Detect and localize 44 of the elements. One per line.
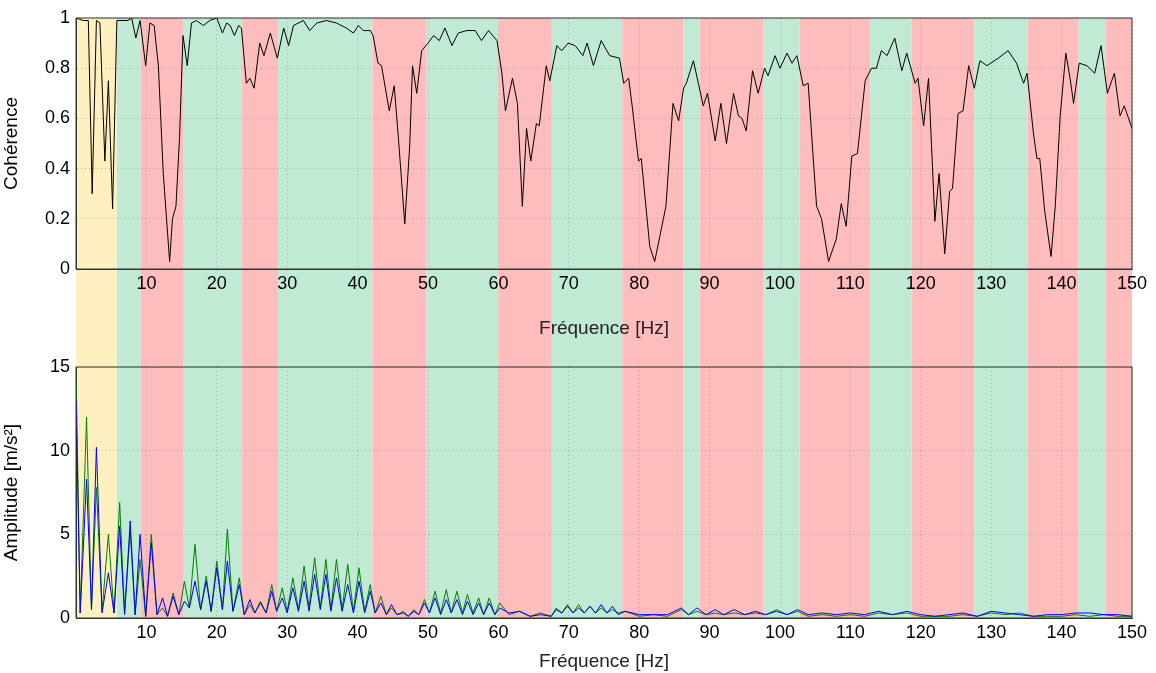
x-tick-label: 30 bbox=[277, 272, 298, 293]
y-tick-label: 15 bbox=[49, 355, 70, 376]
y-tick-label: 0.4 bbox=[44, 157, 70, 178]
x-tick-label: 140 bbox=[1046, 272, 1077, 293]
x-tick-label: 150 bbox=[1116, 272, 1148, 293]
y-tick-label: 5 bbox=[59, 523, 70, 544]
x-axis-title: Fréquence [Hz] bbox=[539, 649, 669, 671]
x-tick-label: 20 bbox=[206, 272, 227, 293]
x-tick-label: 40 bbox=[347, 621, 368, 642]
y-tick-label: 10 bbox=[49, 439, 70, 460]
x-tick-label: 100 bbox=[764, 621, 796, 642]
x-tick-label: 10 bbox=[136, 272, 157, 293]
x-tick-label: 20 bbox=[206, 621, 227, 642]
y-tick-label: 0.6 bbox=[44, 107, 70, 128]
x-tick-label: 130 bbox=[976, 272, 1007, 293]
x-tick-label: 90 bbox=[699, 621, 720, 642]
x-tick-label: 120 bbox=[905, 621, 936, 642]
x-tick-label: 70 bbox=[558, 621, 579, 642]
x-tick-label: 100 bbox=[764, 272, 796, 293]
x-tick-label: 110 bbox=[836, 272, 865, 293]
x-tick-label: 10 bbox=[136, 621, 157, 642]
x-tick-label: 150 bbox=[1116, 621, 1148, 642]
x-tick-label: 80 bbox=[629, 621, 650, 642]
x-tick-label: 50 bbox=[417, 621, 439, 642]
y-tick-label: 0.2 bbox=[44, 207, 70, 228]
y-axis-title: Cohérence bbox=[0, 97, 21, 190]
x-tick-label: 60 bbox=[488, 621, 509, 642]
x-tick-label: 80 bbox=[629, 272, 650, 293]
x-tick-label: 120 bbox=[905, 272, 936, 293]
x-tick-label: 60 bbox=[488, 272, 509, 293]
x-tick-label: 140 bbox=[1046, 621, 1077, 642]
y-tick-label: 0 bbox=[59, 606, 70, 627]
x-tick-label: 30 bbox=[277, 621, 298, 642]
y-axis-title: Amplitude [m/s²] bbox=[0, 423, 21, 562]
x-tick-label: 70 bbox=[558, 272, 579, 293]
y-tick-label: 1 bbox=[59, 6, 70, 27]
y-tick-label: 0 bbox=[59, 257, 70, 278]
x-tick-label: 50 bbox=[417, 272, 439, 293]
y-tick-label: 0.8 bbox=[44, 57, 70, 78]
x-axis-title: Fréquence [Hz] bbox=[539, 316, 669, 338]
x-tick-label: 110 bbox=[836, 621, 865, 642]
x-tick-label: 40 bbox=[347, 272, 368, 293]
x-tick-label: 90 bbox=[699, 272, 720, 293]
x-tick-label: 130 bbox=[976, 621, 1007, 642]
